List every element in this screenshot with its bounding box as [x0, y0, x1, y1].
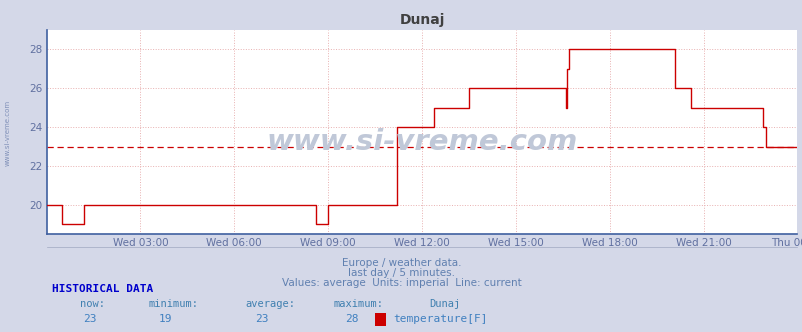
Text: www.si-vreme.com: www.si-vreme.com [5, 100, 11, 166]
Title: Dunaj: Dunaj [399, 13, 444, 27]
Text: 23: 23 [255, 314, 269, 324]
Text: 23: 23 [83, 314, 96, 324]
Text: 19: 19 [159, 314, 172, 324]
Text: Europe / weather data.: Europe / weather data. [342, 258, 460, 268]
Text: Values: average  Units: imperial  Line: current: Values: average Units: imperial Line: cu… [282, 278, 520, 288]
Text: 28: 28 [345, 314, 358, 324]
Text: last day / 5 minutes.: last day / 5 minutes. [347, 268, 455, 278]
Text: maximum:: maximum: [333, 299, 383, 309]
Text: HISTORICAL DATA: HISTORICAL DATA [52, 284, 153, 294]
Text: Dunaj: Dunaj [429, 299, 460, 309]
Text: www.si-vreme.com: www.si-vreme.com [266, 128, 577, 156]
Text: average:: average: [245, 299, 294, 309]
Text: now:: now: [80, 299, 105, 309]
Text: temperature[F]: temperature[F] [393, 314, 488, 324]
Text: minimum:: minimum: [148, 299, 198, 309]
